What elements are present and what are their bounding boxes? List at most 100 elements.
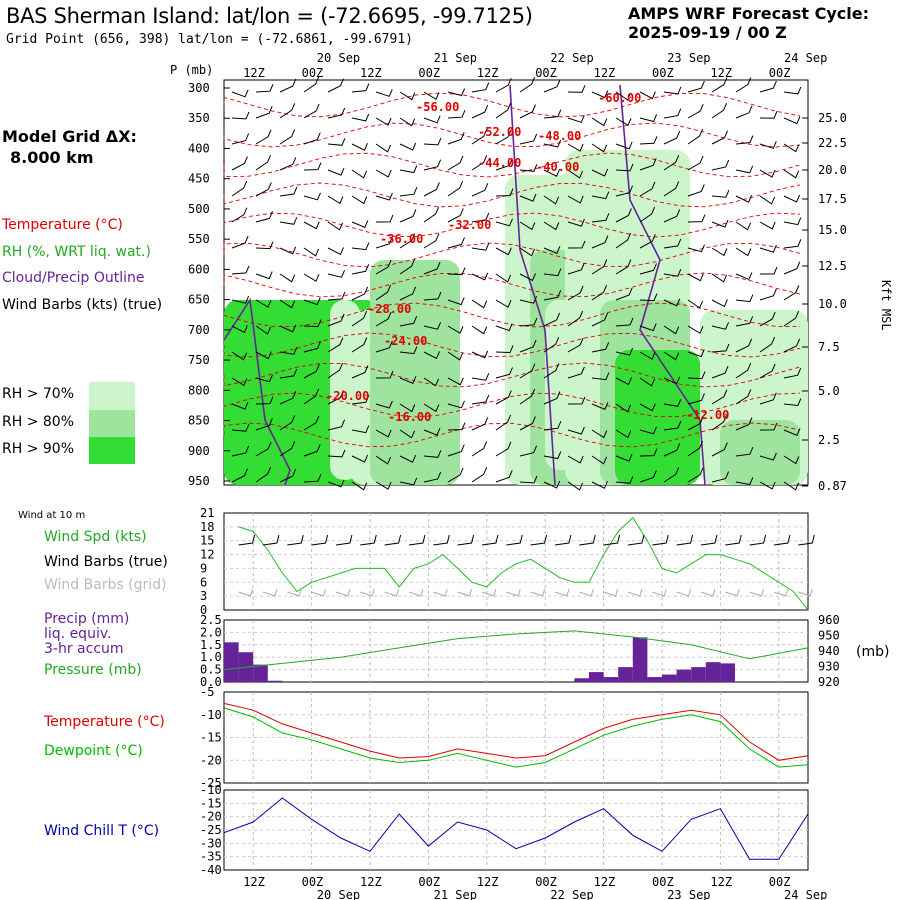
wind-barb-351 — [735, 477, 754, 486]
wind-barb-70 — [327, 247, 344, 256]
wind-barb-111 — [375, 481, 392, 490]
wind-barb-80 — [351, 83, 370, 93]
wind-barb-330 — [711, 343, 730, 353]
wind-barb-328 — [711, 299, 728, 308]
isotherm-10 — [223, 392, 801, 418]
pressure-ytick-label: 940 — [818, 644, 840, 658]
wind-barb-335 — [711, 471, 730, 483]
legend-rh: RH (%, WRT liq. wat.) — [2, 244, 151, 260]
pressure-tick-label: 700 — [188, 323, 210, 337]
rh-swatch-80 — [89, 410, 135, 437]
wind-barb-288 — [663, 86, 682, 95]
wind-barb-114 — [399, 142, 417, 151]
wind-barb-375 — [783, 261, 801, 275]
label-windchill: Wind Chill T (°C) — [44, 823, 160, 839]
wind-barb-233 — [567, 310, 584, 327]
bottom-time-label: 12Z — [594, 875, 616, 889]
wind-barb-152 — [447, 297, 465, 306]
pressure-tick-label: 900 — [188, 444, 210, 458]
pressure-tick-label: 300 — [188, 81, 210, 95]
sfc-wind-barb-true-4 — [335, 534, 353, 546]
wind-barb-175 — [471, 467, 488, 483]
wind-barb-153 — [447, 325, 464, 334]
wind-barb-75 — [327, 362, 344, 379]
wind-barb-127 — [399, 477, 418, 486]
height-tick-label: 7.5 — [818, 340, 840, 354]
sfc-wind-barb-true-11 — [506, 534, 523, 546]
wind-barb-5 — [231, 207, 248, 223]
label-wind-speed: Wind Spd (kts) — [44, 529, 147, 545]
wind-barb-367 — [759, 481, 776, 490]
wind-barb-166 — [471, 243, 490, 251]
page-title: BAS Sherman Island: lat/lon = (-72.6695,… — [6, 4, 533, 28]
bottom-date-label: 21 Sep — [434, 888, 477, 900]
temp-label: -48.00 — [538, 129, 581, 143]
temp-panel-ytick-label: -20 — [200, 753, 222, 767]
sfc-wind-barb-true-8 — [433, 534, 450, 546]
wind-barb-91 — [351, 365, 369, 379]
wind-barb-90 — [351, 337, 368, 353]
precip-bar-3 — [267, 680, 283, 682]
wind-barb-261 — [615, 208, 632, 223]
wind-barb-336 — [735, 77, 752, 93]
pressure-ytick-label: 960 — [818, 613, 840, 627]
precip-bar-26 — [603, 677, 619, 682]
wind-barb-26 — [255, 351, 272, 360]
wind-barb-106 — [375, 340, 393, 353]
wind-barb-92 — [351, 395, 370, 405]
wind-barb-189 — [495, 414, 512, 431]
chill-panel-ytick-label: -20 — [200, 810, 222, 824]
sfc-wind-barb-true-9 — [457, 534, 475, 546]
wind-barb-380 — [783, 398, 802, 407]
sfc-wind-barb-true-2 — [287, 534, 304, 546]
top-time-label: 12Z — [477, 66, 499, 80]
precip-bar-25 — [589, 672, 604, 682]
top-time-label: 12Z — [243, 66, 265, 80]
chill-panel-ytick-label: -15 — [200, 796, 222, 810]
wind-barb-76 — [327, 390, 344, 405]
label-pressure: Pressure (mb) — [44, 662, 142, 678]
wind-barb-263 — [615, 259, 632, 275]
wind-barb-199 — [519, 273, 536, 282]
sfc-wind-barb-true-1 — [262, 534, 280, 546]
wind-barb-220 — [543, 391, 561, 405]
temp-label: -52.00 — [478, 125, 521, 139]
wind-barb-271 — [615, 476, 634, 484]
pressure-tick-label: 750 — [188, 353, 210, 367]
wind-barb-82 — [351, 143, 368, 151]
wind-barb-6 — [231, 235, 249, 249]
wind-barb-171 — [471, 373, 490, 381]
wind-barb-343 — [735, 272, 753, 281]
wind-barb-52 — [303, 192, 321, 201]
wind-barb-262 — [615, 232, 632, 249]
sfc-wind-barb-grid-12 — [530, 588, 546, 597]
wind-barb-132 — [423, 182, 440, 197]
wind-barb-51 — [303, 162, 322, 171]
wind-barb-326 — [711, 247, 728, 257]
wind-barb-48 — [303, 76, 320, 93]
wind-barb-154 — [447, 351, 464, 361]
wind-barb-158 — [447, 444, 465, 457]
cloud-outline-1 — [509, 84, 556, 486]
wind-barb-133 — [423, 206, 440, 223]
wind-barb-313 — [687, 325, 704, 334]
wind-barb-197 — [519, 221, 536, 231]
wind-barb-340 — [735, 195, 753, 203]
wind-barb-143 — [423, 471, 442, 483]
wind-barb-325 — [711, 219, 729, 228]
wind-barb-12 — [231, 401, 249, 410]
wind-barb-53 — [303, 221, 320, 230]
bottom-time-label: 00Z — [769, 875, 791, 889]
wind-barb-258 — [615, 141, 633, 150]
wind-barb-255 — [591, 481, 608, 489]
pressure-tick-label: 850 — [188, 414, 210, 428]
wind-barb-354 — [759, 141, 777, 149]
pressure-ytick-label: 920 — [818, 675, 840, 689]
height-tick-label: 17.5 — [818, 192, 847, 206]
precip-bar-27 — [618, 667, 633, 682]
wind-barb-140 — [423, 403, 440, 413]
pressure-tick-label: 950 — [188, 474, 210, 488]
wind-barb-332 — [711, 389, 728, 405]
wind-barb-279 — [639, 263, 657, 275]
wind-barb-186 — [495, 345, 514, 354]
